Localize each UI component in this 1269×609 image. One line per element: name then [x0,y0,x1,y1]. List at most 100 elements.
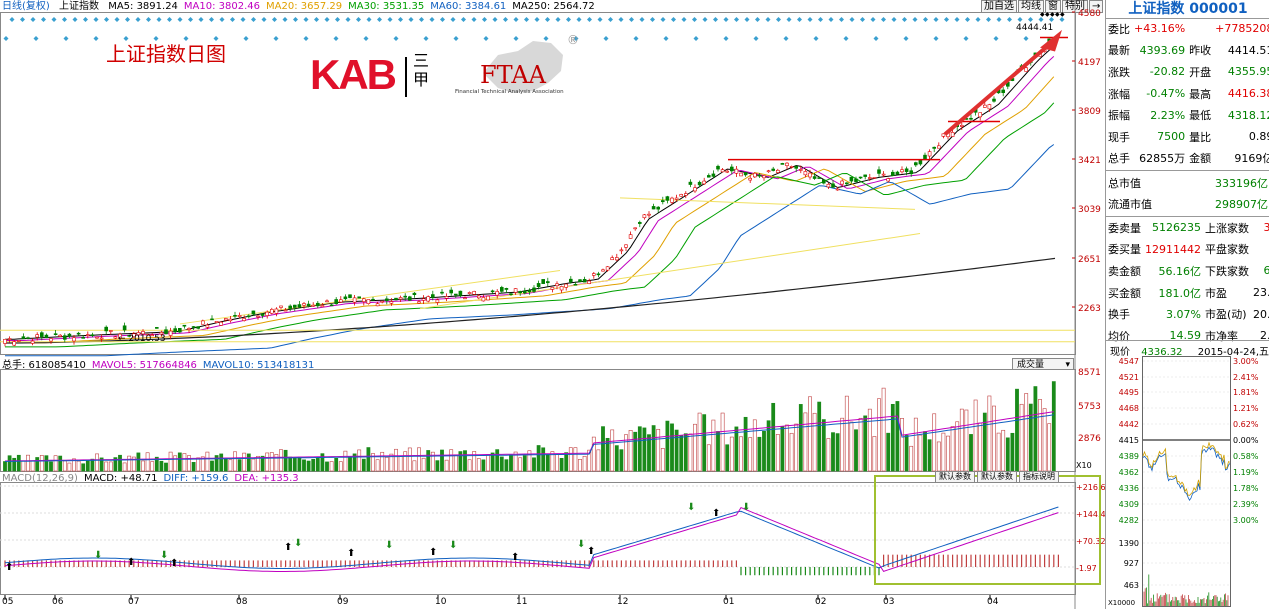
signal-diamond-icon [33,36,39,41]
candle-body [81,337,85,339]
candle-body [384,298,389,301]
ma20-line [5,76,1055,344]
low-annotation: ← 2010.53 [118,334,166,344]
volume-bar [605,437,610,472]
quote-cell: 流通市值 [1108,198,1152,212]
volume-bar [679,435,684,472]
volume-bar [325,461,329,472]
intraday-chart: 4547 4521 4495 4468 4442 4415 4389 4362 4336 4309… [1108,356,1259,607]
macd-button[interactable]: 指标说明 [1019,471,1059,483]
candle-body [927,151,932,157]
macd-button[interactable]: 默认参数 [977,471,1017,483]
candle-body [352,297,357,303]
candle-body [242,318,246,321]
intraday-unit: X10000 [1108,599,1135,607]
volume-bar [927,439,932,472]
candle-body [679,194,684,197]
candle-body [913,162,918,166]
volume-bar [854,429,858,472]
signal-diamond-icon [986,17,991,22]
macd-pane [0,482,1076,595]
signal-diamond-icon [492,17,498,22]
quote-cell: 最新 [1108,44,1130,58]
candle-body [306,303,311,307]
volume-bar [150,461,155,472]
candle-body [417,301,421,304]
candle-body [237,315,242,317]
volume-bar [633,431,638,472]
volume-bar [518,457,523,472]
signal-diamond-icon [608,17,613,22]
macd-button[interactable]: 默认参数 [935,471,975,483]
volume-bar [191,462,196,472]
highlight-box [874,475,1101,585]
volume-bar [122,462,127,472]
month-label: 12 [617,597,628,607]
candle-body [959,125,964,127]
signal-diamond-icon [461,17,466,22]
candle-body [987,104,992,110]
ma-legend: 日线(复权) 上证指数 MA5: 3891.24 MA10: 3802.46 MA2… [2,1,607,13]
intraday-left-tick: 4468 [1119,404,1139,413]
quote-cell: 卖金额 [1108,264,1141,278]
signal-diamond-icon [240,17,246,22]
intraday-label: 现价 [1110,347,1130,358]
candle-body [775,169,780,173]
macd-legend-value: MACD(12,26,9) [2,473,78,484]
volume-bar [279,449,283,472]
dea-line [4,506,1059,573]
quote-cell: 总手 [1108,152,1130,166]
candle-body [743,172,748,176]
indicator-dropdown[interactable]: 成交量 ▾ [1012,358,1074,370]
signal-diamond-icon [303,17,309,22]
signal-diamond-icon [356,17,361,22]
candle-body [297,304,302,308]
candle-body [136,332,141,336]
candle-body [513,288,518,293]
candle-body [886,178,891,182]
signal-diamond-icon [104,17,109,22]
volume-bar [108,461,113,472]
candle-body [182,324,187,327]
volume-bar [950,426,955,472]
signal-diamond-icon [903,36,909,41]
quote-table-2: 总市值 333196亿 流通市值 298907亿 [1106,172,1269,215]
quote-cell: 14.59 [1169,329,1202,343]
candle-body [932,146,937,149]
candle-body [633,227,638,230]
volume-bar [591,436,596,472]
volume-bar [444,459,449,472]
signal-diamond-icon [41,17,46,22]
signal-diamond-icon [693,36,699,41]
candle-body [412,292,417,296]
volume-bar [996,432,1001,472]
candle-body [173,328,177,332]
signal-diamond-icon [813,36,819,41]
volume-bar [545,454,550,472]
candle-body [12,341,16,346]
intraday-left-tick: 4282 [1119,516,1139,525]
volume-bar [1024,393,1029,472]
volume-bar [407,447,412,472]
candle-body [7,338,12,340]
volume-bar [780,426,785,472]
candle-body [605,266,610,271]
volume-bar [863,415,868,472]
volume-bar [403,451,408,472]
volume-bar [136,452,141,472]
signal-diamond-icon [167,17,172,22]
candle-body [890,171,895,176]
intraday-header: 现价 4336.32 2015-04-24,五 [1110,343,1269,358]
signal-diamond-icon [513,36,519,41]
up-arrow-icon: ⬆ [511,552,519,563]
toolbar-button[interactable]: → [1089,0,1104,13]
volume-bar [775,434,780,472]
candle-body [748,177,753,181]
signal-diamond-icon [650,17,655,22]
volume-bar [269,452,274,472]
signal-diamond-icon [363,36,369,41]
signal-diamond-icon [797,17,802,22]
volume-bar [683,433,688,472]
month-label: 09 [337,597,349,607]
quote-table-1: 委比 +43.16% +7785208 最新 4393.69 昨收 4414.51 涨跌 -20… [1106,18,1269,169]
